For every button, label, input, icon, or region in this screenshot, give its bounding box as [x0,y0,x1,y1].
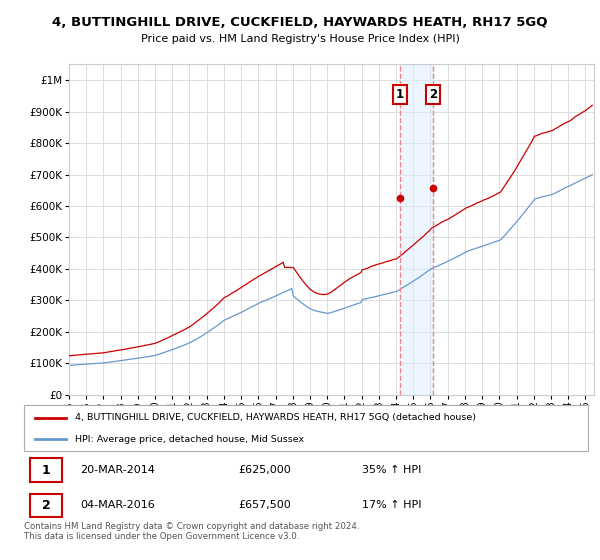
FancyBboxPatch shape [24,405,588,451]
Bar [400,64,433,395]
Text: Price paid vs. HM Land Registry's House Price Index (HPI): Price paid vs. HM Land Registry's House … [140,34,460,44]
Text: 20-MAR-2014: 20-MAR-2014 [80,465,155,475]
Text: 4, BUTTINGHILL DRIVE, CUCKFIELD, HAYWARDS HEATH, RH17 5GQ: 4, BUTTINGHILL DRIVE, CUCKFIELD, HAYWARD… [52,16,548,29]
Text: Contains HM Land Registry data © Crown copyright and database right 2024.
This d: Contains HM Land Registry data © Crown c… [24,522,359,542]
Text: £657,500: £657,500 [238,501,291,511]
Text: 2: 2 [430,88,437,101]
Text: HPI: Average price, detached house, Mid Sussex: HPI: Average price, detached house, Mid … [75,435,304,444]
Text: 17% ↑ HPI: 17% ↑ HPI [362,501,422,511]
FancyBboxPatch shape [29,493,62,517]
Text: £625,000: £625,000 [238,465,291,475]
Text: 2: 2 [41,499,50,512]
Text: 35% ↑ HPI: 35% ↑ HPI [362,465,422,475]
Text: 1: 1 [41,464,50,477]
Text: 1: 1 [395,88,404,101]
FancyBboxPatch shape [29,459,62,482]
Text: 4, BUTTINGHILL DRIVE, CUCKFIELD, HAYWARDS HEATH, RH17 5GQ (detached house): 4, BUTTINGHILL DRIVE, CUCKFIELD, HAYWARD… [75,413,476,422]
Text: 04-MAR-2016: 04-MAR-2016 [80,501,155,511]
